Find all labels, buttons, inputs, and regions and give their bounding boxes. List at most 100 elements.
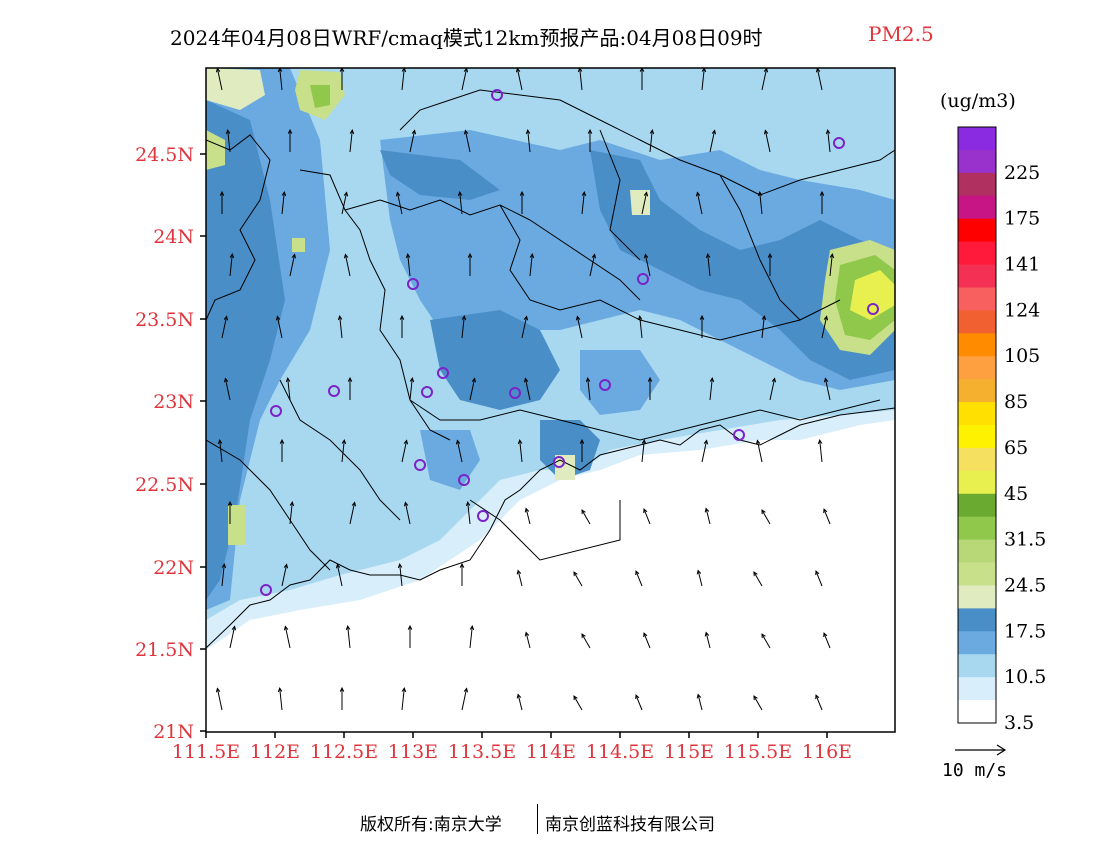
wind-arrow [459, 192, 463, 215]
colorbar-frame [957, 126, 997, 724]
wind-arrow-head [643, 191, 649, 197]
station-marker [414, 459, 426, 471]
wind-arrow [761, 68, 768, 91]
wind-arrow [461, 688, 468, 711]
wind-arrow-head [351, 501, 357, 507]
colorbar-label: 17.5 [1004, 620, 1046, 642]
colorbar-swatch [958, 470, 996, 495]
wind-arrow [756, 440, 763, 463]
wind-arrow-head [705, 252, 711, 259]
title-main: 2024年04月08日WRF/cmaq模式12km预报产品:04月08日09时 [170, 26, 763, 50]
wind-arrow-head [649, 128, 655, 135]
wind-arrow [279, 68, 283, 91]
title-variable: PM2.5 [868, 22, 934, 46]
wind-arrow [221, 316, 228, 339]
wind-vectors [215, 68, 835, 711]
wind-arrow [221, 564, 225, 587]
wind-arrow-head [225, 128, 231, 135]
wind-arrow [581, 509, 591, 525]
wind-arrow-head [283, 563, 289, 569]
wind-arrow [697, 570, 703, 587]
station-marker [270, 405, 282, 417]
wind-arrow-head [575, 315, 581, 321]
wind-arrow-head [585, 376, 591, 383]
wind-arrow [469, 626, 473, 649]
lat-label: 23N [153, 391, 194, 413]
lon-label: 115E [664, 741, 714, 763]
wind-arrow [467, 502, 471, 525]
wind-arrow-head [343, 191, 349, 197]
wind-arrow [824, 378, 831, 401]
wind-arrow-head [529, 252, 535, 259]
colorbar-label: 45 [1004, 483, 1028, 505]
lon-label: 114.5E [586, 741, 654, 763]
wind-arrow-head [455, 439, 461, 445]
wind-arrow-head [275, 315, 281, 321]
wind-arrow [461, 316, 465, 339]
coastline [206, 407, 895, 649]
lat-axis: 24.5N 24N 23.5N 23N 22.5N 22N 21.5N 21N [135, 144, 206, 743]
station-marker [867, 303, 879, 315]
wind-arrow [643, 509, 651, 525]
wind-arrow [639, 316, 643, 339]
wind-arrow [279, 688, 283, 711]
wind-arrow [823, 633, 831, 649]
wind-arrow [641, 192, 648, 215]
wind-arrow [469, 378, 476, 401]
wind-arrow [409, 130, 416, 153]
wind-arrow-head [277, 686, 283, 693]
wind-arrow-head [403, 439, 409, 445]
station-marker [509, 387, 521, 399]
wind-arrow-head [704, 631, 710, 637]
wind-arrow [573, 695, 583, 711]
colorbar-swatch [958, 310, 996, 334]
wind-arrow-head [581, 190, 587, 197]
station-marker [733, 429, 745, 441]
footer-company: 南京创蓝科技有限公司 [545, 815, 715, 835]
wind-arrow-head [469, 624, 475, 631]
wind-arrow-head [457, 190, 463, 197]
wind-arrow-head [579, 438, 585, 444]
lon-label: 113E [388, 741, 438, 763]
wind-arrow [227, 130, 231, 153]
wind-arrow [404, 502, 411, 525]
colorbar-swatch [958, 127, 996, 151]
colorbar-label: 24.5 [1004, 574, 1046, 596]
colorbar-label: 225 [1004, 162, 1040, 184]
wind-arrow-head [763, 129, 769, 135]
wind-arrow [815, 571, 823, 587]
wind-arrow [349, 502, 356, 525]
wind-arrow-head [285, 376, 291, 383]
wind-arrow [401, 440, 408, 463]
wind-arrow [229, 626, 236, 649]
colorbar-swatch [958, 149, 996, 174]
wind-arrow [753, 695, 763, 711]
wind-arrow [224, 378, 231, 401]
wind-arrow-head [223, 377, 229, 383]
colorbar-swatch [958, 333, 996, 357]
pm25-field [206, 68, 895, 732]
wind-arrow [701, 68, 705, 91]
wind-arrow-head [463, 687, 469, 693]
wind-arrow-head [291, 253, 297, 259]
wind-arrow-head [709, 376, 715, 383]
wind-arrow [349, 130, 353, 153]
wind-arrow [701, 440, 708, 463]
wind-arrow-head [591, 253, 597, 259]
wind-arrow-head [823, 377, 829, 383]
wind-arrow [284, 626, 291, 649]
wind-arrow-head [397, 562, 403, 569]
wind-arrow-head [516, 569, 522, 575]
wind-arrow-head [517, 438, 523, 445]
wind-arrow-head [407, 624, 413, 630]
colorbar-unit: (ug/m3) [940, 90, 1016, 112]
wind-arrow-head [525, 128, 531, 135]
lat-label: 21.5N [135, 639, 194, 661]
lon-label: 112E [250, 741, 300, 763]
wind-arrow-head [647, 376, 653, 382]
wind-arrow-head [524, 631, 530, 637]
wind-arrow [456, 440, 463, 463]
wind-arrow-head [523, 315, 529, 321]
wind-arrow-head [639, 68, 645, 72]
wind-arrow [589, 254, 596, 277]
